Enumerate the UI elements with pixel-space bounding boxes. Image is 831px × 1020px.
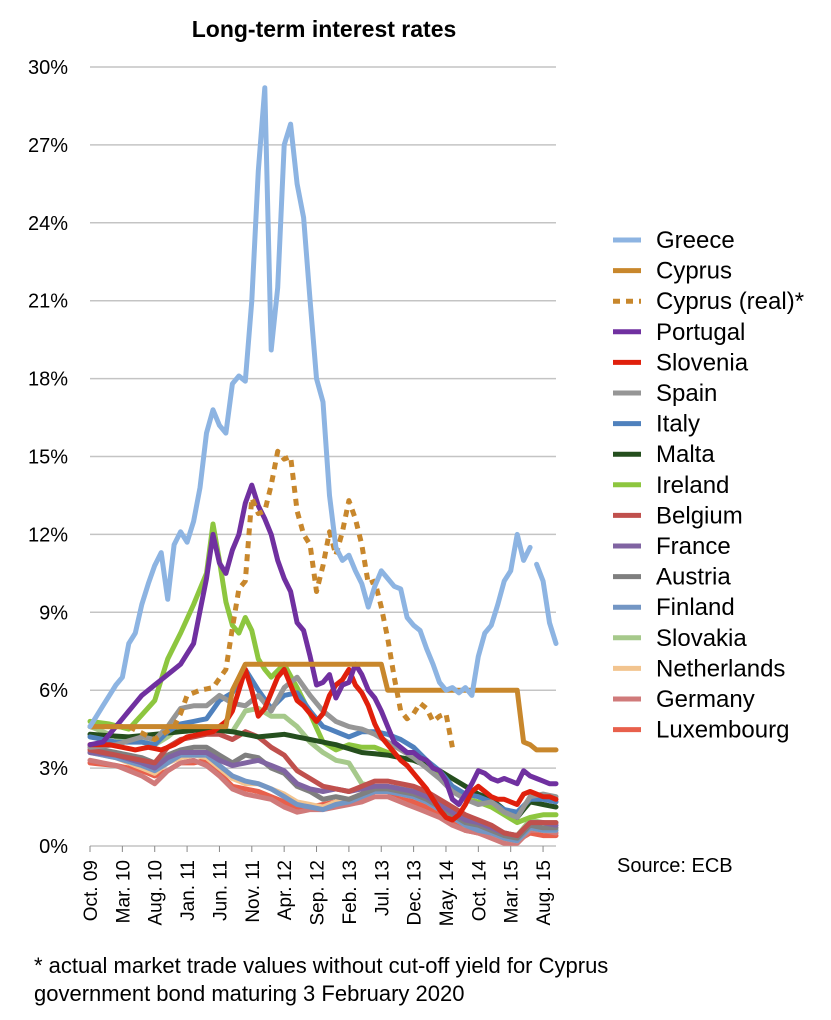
series-line-cyprus: [87, 661, 559, 753]
x-tick-label: Jan. 11: [178, 860, 199, 921]
series-line-greece: [87, 85, 559, 730]
y-tick-label: 9%: [39, 602, 68, 624]
x-tick-label: Mar. 15: [502, 860, 523, 923]
x-tick-label: May. 14: [437, 860, 458, 927]
legend-label: Belgium: [656, 502, 743, 529]
footnote-line-1: * actual market trade values without cut…: [34, 953, 609, 978]
chart-title: Long-term interest rates: [192, 16, 457, 42]
y-tick-label: 27%: [28, 135, 68, 157]
x-tick-label: Jun. 11: [210, 860, 231, 921]
x-tick-label: Dec. 13: [405, 860, 426, 925]
y-tick-label: 12%: [28, 524, 68, 546]
footnote: * actual market trade values without cut…: [34, 952, 824, 1008]
series-line-finland: [87, 750, 559, 844]
legend-label: Portugal: [656, 319, 745, 346]
x-axis-ticks: Oct. 09 Mar. 10 Aug. 10 Jan. 11 Jun. 11 Nov. …: [81, 846, 555, 926]
y-tick-label: 30%: [28, 57, 68, 79]
y-tick-label: 21%: [28, 291, 68, 313]
x-tick-label: Nov. 11: [243, 860, 264, 923]
legend-label: Slovenia: [656, 349, 749, 376]
legend-label: Austria: [656, 564, 731, 591]
legend-label: Ireland: [656, 472, 729, 499]
series-line-slovenia: [87, 666, 559, 823]
legend-label: Malta: [656, 441, 715, 468]
x-tick-label: Feb. 13: [340, 860, 361, 924]
x-tick-label: Jul. 13: [372, 860, 393, 916]
x-tick-label: Aug. 10: [146, 860, 167, 926]
legend-label: Germany: [656, 686, 755, 713]
source-note: Source: ECB: [617, 855, 733, 877]
x-tick-label: Sep. 12: [308, 860, 329, 926]
y-tick-label: 6%: [39, 680, 68, 702]
legend-label: Spain: [656, 380, 717, 407]
y-tick-label: 18%: [28, 369, 68, 391]
legend-label: Cyprus (real)*: [656, 288, 804, 315]
y-tick-label: 15%: [28, 447, 68, 469]
legend-label: Luxembourg: [656, 717, 789, 744]
x-tick-label: Oct. 14: [469, 860, 490, 922]
x-tick-label: Mar. 10: [113, 860, 134, 923]
x-tick-label: Oct. 09: [81, 860, 102, 921]
footnote-line-2: government bond maturing 3 February 2020: [34, 981, 465, 1006]
legend-label: Cyprus: [656, 258, 732, 285]
series-line-portugal: [87, 482, 559, 807]
y-tick-label: 24%: [28, 213, 68, 235]
legend-label: Greece: [656, 227, 735, 254]
legend-label: Netherlands: [656, 655, 785, 682]
y-tick-label: 3%: [39, 758, 68, 780]
series-lines: [87, 85, 559, 846]
y-axis-ticks: 0% 3% 6% 9% 12% 15% 18% 21% 24% 27% 30%: [28, 57, 68, 858]
legend-label: France: [656, 533, 731, 560]
legend-label: Italy: [656, 411, 700, 438]
legend-label: Slovakia: [656, 625, 747, 652]
x-tick-label: Apr. 12: [275, 860, 296, 920]
y-tick-label: 0%: [39, 836, 68, 858]
legend: Greece Cyprus Cyprus (real)* Portugal Sloven…: [613, 227, 804, 744]
legend-label: Finland: [656, 594, 735, 621]
x-tick-label: Aug. 15: [534, 860, 555, 926]
